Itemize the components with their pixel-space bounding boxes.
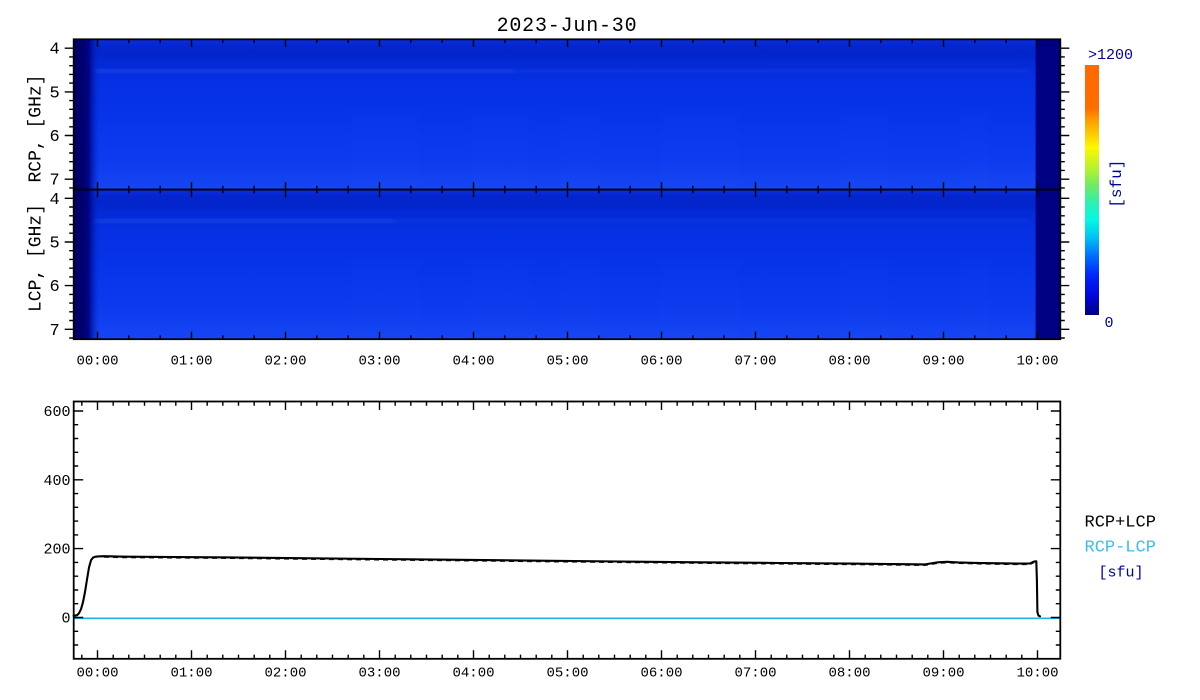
svg-text:10:00: 10:00 [1016,666,1058,682]
svg-text:00:00: 00:00 [76,354,118,370]
svg-text:07:00: 07:00 [734,666,776,682]
svg-text:RCP+LCP: RCP+LCP [1085,514,1156,533]
svg-text:7: 7 [49,172,59,191]
svg-text:0: 0 [61,611,70,628]
svg-text:RCP-LCP: RCP-LCP [1085,539,1156,558]
svg-text:09:00: 09:00 [922,354,964,370]
svg-text:06:00: 06:00 [640,354,682,370]
svg-text:600: 600 [43,404,70,421]
svg-text:[sfu]: [sfu] [1099,565,1144,582]
svg-text:01:00: 01:00 [170,666,212,682]
svg-text:[sfu]: [sfu] [1108,160,1126,208]
svg-text:400: 400 [43,473,70,490]
svg-text:6: 6 [49,278,59,297]
svg-text:05:00: 05:00 [546,666,588,682]
svg-text:01:00: 01:00 [170,354,212,370]
svg-text:5: 5 [49,84,59,103]
svg-text:0: 0 [1105,315,1114,332]
svg-text:07:00: 07:00 [734,354,776,370]
svg-text:200: 200 [43,542,70,559]
svg-text:2023-Jun-30: 2023-Jun-30 [497,15,638,38]
svg-text:04:00: 04:00 [452,354,494,370]
svg-text:4: 4 [49,191,59,210]
svg-text:08:00: 08:00 [828,666,870,682]
svg-text:09:00: 09:00 [922,666,964,682]
svg-text:03:00: 03:00 [358,666,400,682]
svg-text:08:00: 08:00 [828,354,870,370]
svg-text:7: 7 [49,322,59,341]
svg-text:00:00: 00:00 [76,666,118,682]
svg-text:6: 6 [49,128,59,147]
svg-text:10:00: 10:00 [1016,354,1058,370]
svg-text:06:00: 06:00 [640,666,682,682]
svg-text:02:00: 02:00 [264,354,306,370]
svg-text:5: 5 [49,234,59,253]
svg-text:4: 4 [49,41,59,60]
svg-text:>1200: >1200 [1088,47,1133,64]
svg-text:04:00: 04:00 [452,666,494,682]
svg-text:LCP, [GHz]: LCP, [GHz] [27,204,47,312]
svg-text:05:00: 05:00 [546,354,588,370]
svg-text:RCP, [GHz]: RCP, [GHz] [27,74,47,182]
svg-text:03:00: 03:00 [358,354,400,370]
svg-text:02:00: 02:00 [264,666,306,682]
